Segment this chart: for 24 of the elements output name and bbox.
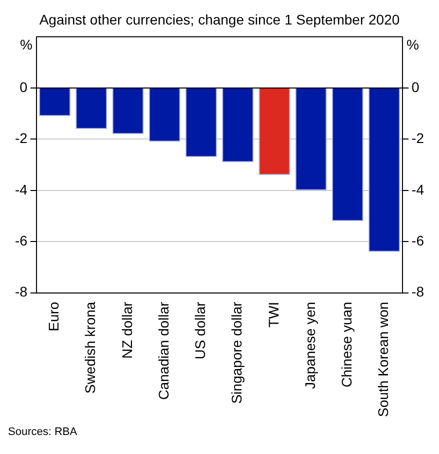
x-tick-label: Chinese yuan: [338, 302, 354, 388]
source-note: Sources: RBA: [8, 426, 78, 438]
y2-axis-title: %: [406, 36, 420, 53]
x-tick-label: US dollar: [192, 301, 208, 360]
y-tick-label: -2: [14, 130, 28, 146]
y-tick-label: -4: [14, 181, 28, 198]
x-tick-label: Euro: [46, 302, 62, 332]
y2-tick-label: -8: [412, 284, 424, 300]
y2-tick-label: -4: [412, 181, 424, 198]
x-tick-label: TWI: [265, 302, 282, 328]
y-tick-label: 0: [20, 78, 28, 95]
x-tick-label: Japanese yen: [302, 302, 318, 389]
y2-tick-label: -6: [412, 232, 424, 248]
x-tick-label: South Korean won: [375, 302, 392, 418]
x-tick-label: Canadian dollar: [155, 301, 172, 400]
y-tick-label: -6: [14, 232, 28, 248]
chart-title: Against other currencies; change since 1 September 2020: [39, 11, 400, 28]
y2-tick-label: -2: [412, 130, 424, 146]
x-tick-label: NZ dollar: [118, 301, 135, 359]
x-tick-label: Singapore dollar: [228, 301, 245, 404]
y2-tick-label: 0: [412, 78, 420, 95]
y-axis-title: %: [20, 36, 32, 53]
y-tick-label: -8: [14, 284, 28, 300]
x-tick-label: Swedish krona: [82, 302, 98, 394]
